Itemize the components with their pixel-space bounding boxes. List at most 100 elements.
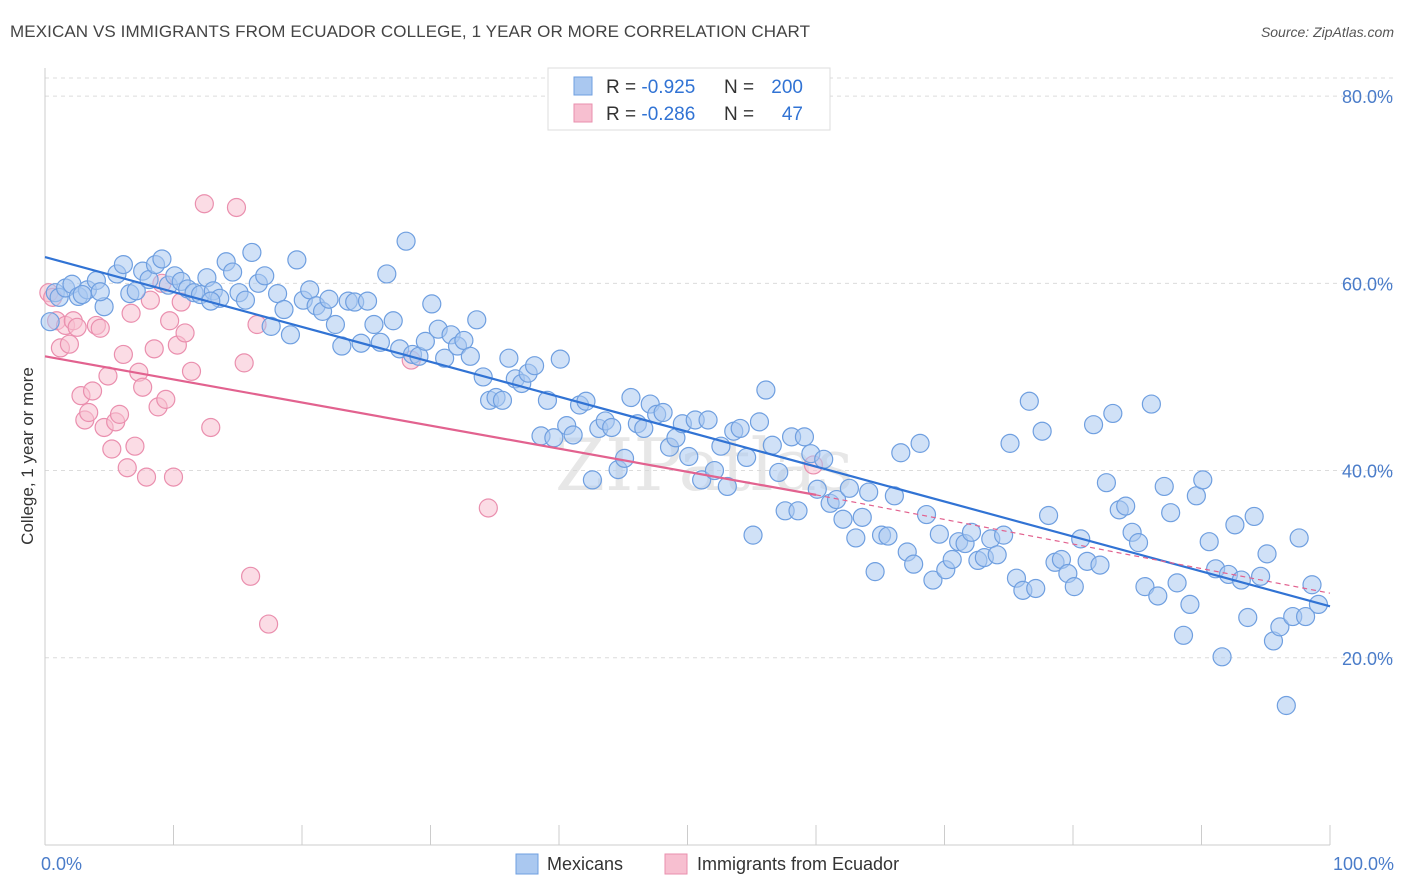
mexicans-point <box>274 299 294 320</box>
y-axis-label: College, 1 year or more <box>18 367 37 545</box>
ecuador-point <box>181 361 202 381</box>
mexicans-point <box>1019 391 1039 411</box>
bottom-legend-swatch-mexicans <box>515 853 539 875</box>
ecuador-point <box>109 404 130 424</box>
ecuador-point <box>82 381 103 401</box>
mexicans-point <box>454 330 474 351</box>
mexicans-point <box>1161 503 1181 523</box>
mexicans-point <box>325 314 346 335</box>
mexicans-point <box>287 250 307 270</box>
mexicans-point <box>1116 496 1136 516</box>
mexicans-point <box>1180 594 1200 615</box>
mexicans-point <box>839 478 860 498</box>
svg-text:N =: N = <box>724 77 754 98</box>
mexicans-point <box>1186 486 1206 506</box>
mexicans-point <box>859 482 879 502</box>
mexicans-point <box>113 254 133 275</box>
mexicans-point <box>383 311 403 331</box>
mexicans-point <box>743 525 763 545</box>
mexicans-point <box>826 489 847 510</box>
mexicans-point <box>499 348 519 368</box>
trend-lines <box>44 256 1331 608</box>
legend-swatch-mexicans <box>573 76 593 96</box>
ecuador-point <box>194 194 214 214</box>
mexicans-point <box>1225 515 1245 535</box>
mexicans-point <box>621 387 641 408</box>
legend-n-label-2: N = <box>724 104 754 125</box>
mexicans-point <box>794 427 815 447</box>
x-tick-label: 100.0% <box>1333 854 1394 874</box>
mexicans-point <box>40 312 60 332</box>
mexicans-point <box>833 509 853 529</box>
mexicans-point <box>698 410 718 430</box>
mexicans-point <box>749 412 770 432</box>
mexicans-point <box>602 417 622 438</box>
mexicans-point <box>280 325 301 345</box>
legend-r-label-2: R = <box>606 104 636 125</box>
svg-text:R = -0.286: R = -0.286 <box>606 104 695 125</box>
ecuador-point <box>140 290 160 310</box>
mexicans-point <box>878 526 898 546</box>
mexicans-point <box>261 316 281 336</box>
ecuador-point <box>59 334 80 354</box>
ecuador-point <box>136 467 157 487</box>
ecuador-point <box>102 439 122 459</box>
mexicans-point <box>1064 577 1084 597</box>
mexicans-point <box>852 507 872 527</box>
mexicans-point <box>1302 575 1322 595</box>
ecuador-point <box>163 467 184 487</box>
mexicans-point <box>550 349 570 369</box>
mexicans-point <box>1135 577 1155 597</box>
svg-text:N =: N = <box>724 104 754 125</box>
mexicans-point <box>769 462 789 483</box>
legend-n-value-2: 47 <box>782 104 803 125</box>
ecuador-point <box>79 402 99 423</box>
y-tick-label: 60.0% <box>1342 274 1393 294</box>
ecuador-point <box>175 323 195 343</box>
mexicans-point <box>1251 566 1271 586</box>
bottom-legend-swatch-ecuador <box>664 853 688 875</box>
stats-legend-box <box>547 67 831 131</box>
ecuador-trend-line <box>44 355 817 496</box>
mexicans-point <box>1276 695 1296 716</box>
stats-legend: R = -0.925 N = 200 R = -0.286 N = 47 <box>547 67 831 131</box>
mexicans-point <box>242 242 262 263</box>
mexicans-point <box>1244 506 1264 527</box>
mexicans-point <box>1238 607 1258 628</box>
mexicans-point <box>1103 403 1123 424</box>
mexicans-point <box>1090 555 1110 575</box>
mexicans-point <box>1295 606 1316 627</box>
x-tick-label: 0.0% <box>41 854 82 874</box>
y-tick-label: 80.0% <box>1342 87 1393 107</box>
mexicans-point <box>1000 433 1020 453</box>
ecuador-point <box>67 317 87 337</box>
ecuador-point <box>160 311 180 331</box>
mexicans-point <box>223 262 243 282</box>
mexicans-point <box>1148 586 1168 606</box>
mexicans-point <box>987 545 1007 565</box>
axis-ticks: 0.0% 100.0% 20.0% 40.0% 60.0% 80.0% <box>41 87 1394 874</box>
legend-n-value-1: 200 <box>771 77 803 98</box>
legend-swatch-ecuador <box>573 103 593 123</box>
mexicans-point <box>267 284 288 304</box>
mexicans-point <box>942 549 962 570</box>
ecuador-point <box>90 318 110 338</box>
mexicans-point <box>364 314 384 335</box>
mexicans-point <box>396 231 416 251</box>
ecuador-point <box>133 377 153 397</box>
mexicans-point <box>1128 533 1149 553</box>
mexicans-point <box>1193 470 1213 490</box>
legend-r-value-2: -0.286 <box>641 104 695 125</box>
legend-r-value-1: -0.925 <box>641 77 695 98</box>
ecuador-point <box>144 339 164 359</box>
mexicans-point <box>72 284 92 305</box>
mexicans-point <box>435 348 455 368</box>
mexicans-point <box>923 570 943 590</box>
mexicans-point <box>1257 544 1277 564</box>
source-credit: Source: ZipAtlas.com <box>1260 24 1394 40</box>
mexicans-point <box>814 449 834 469</box>
mexicans-trend-line <box>44 256 1331 608</box>
mexicans-point <box>524 356 545 376</box>
mexicans-point <box>1289 528 1309 548</box>
